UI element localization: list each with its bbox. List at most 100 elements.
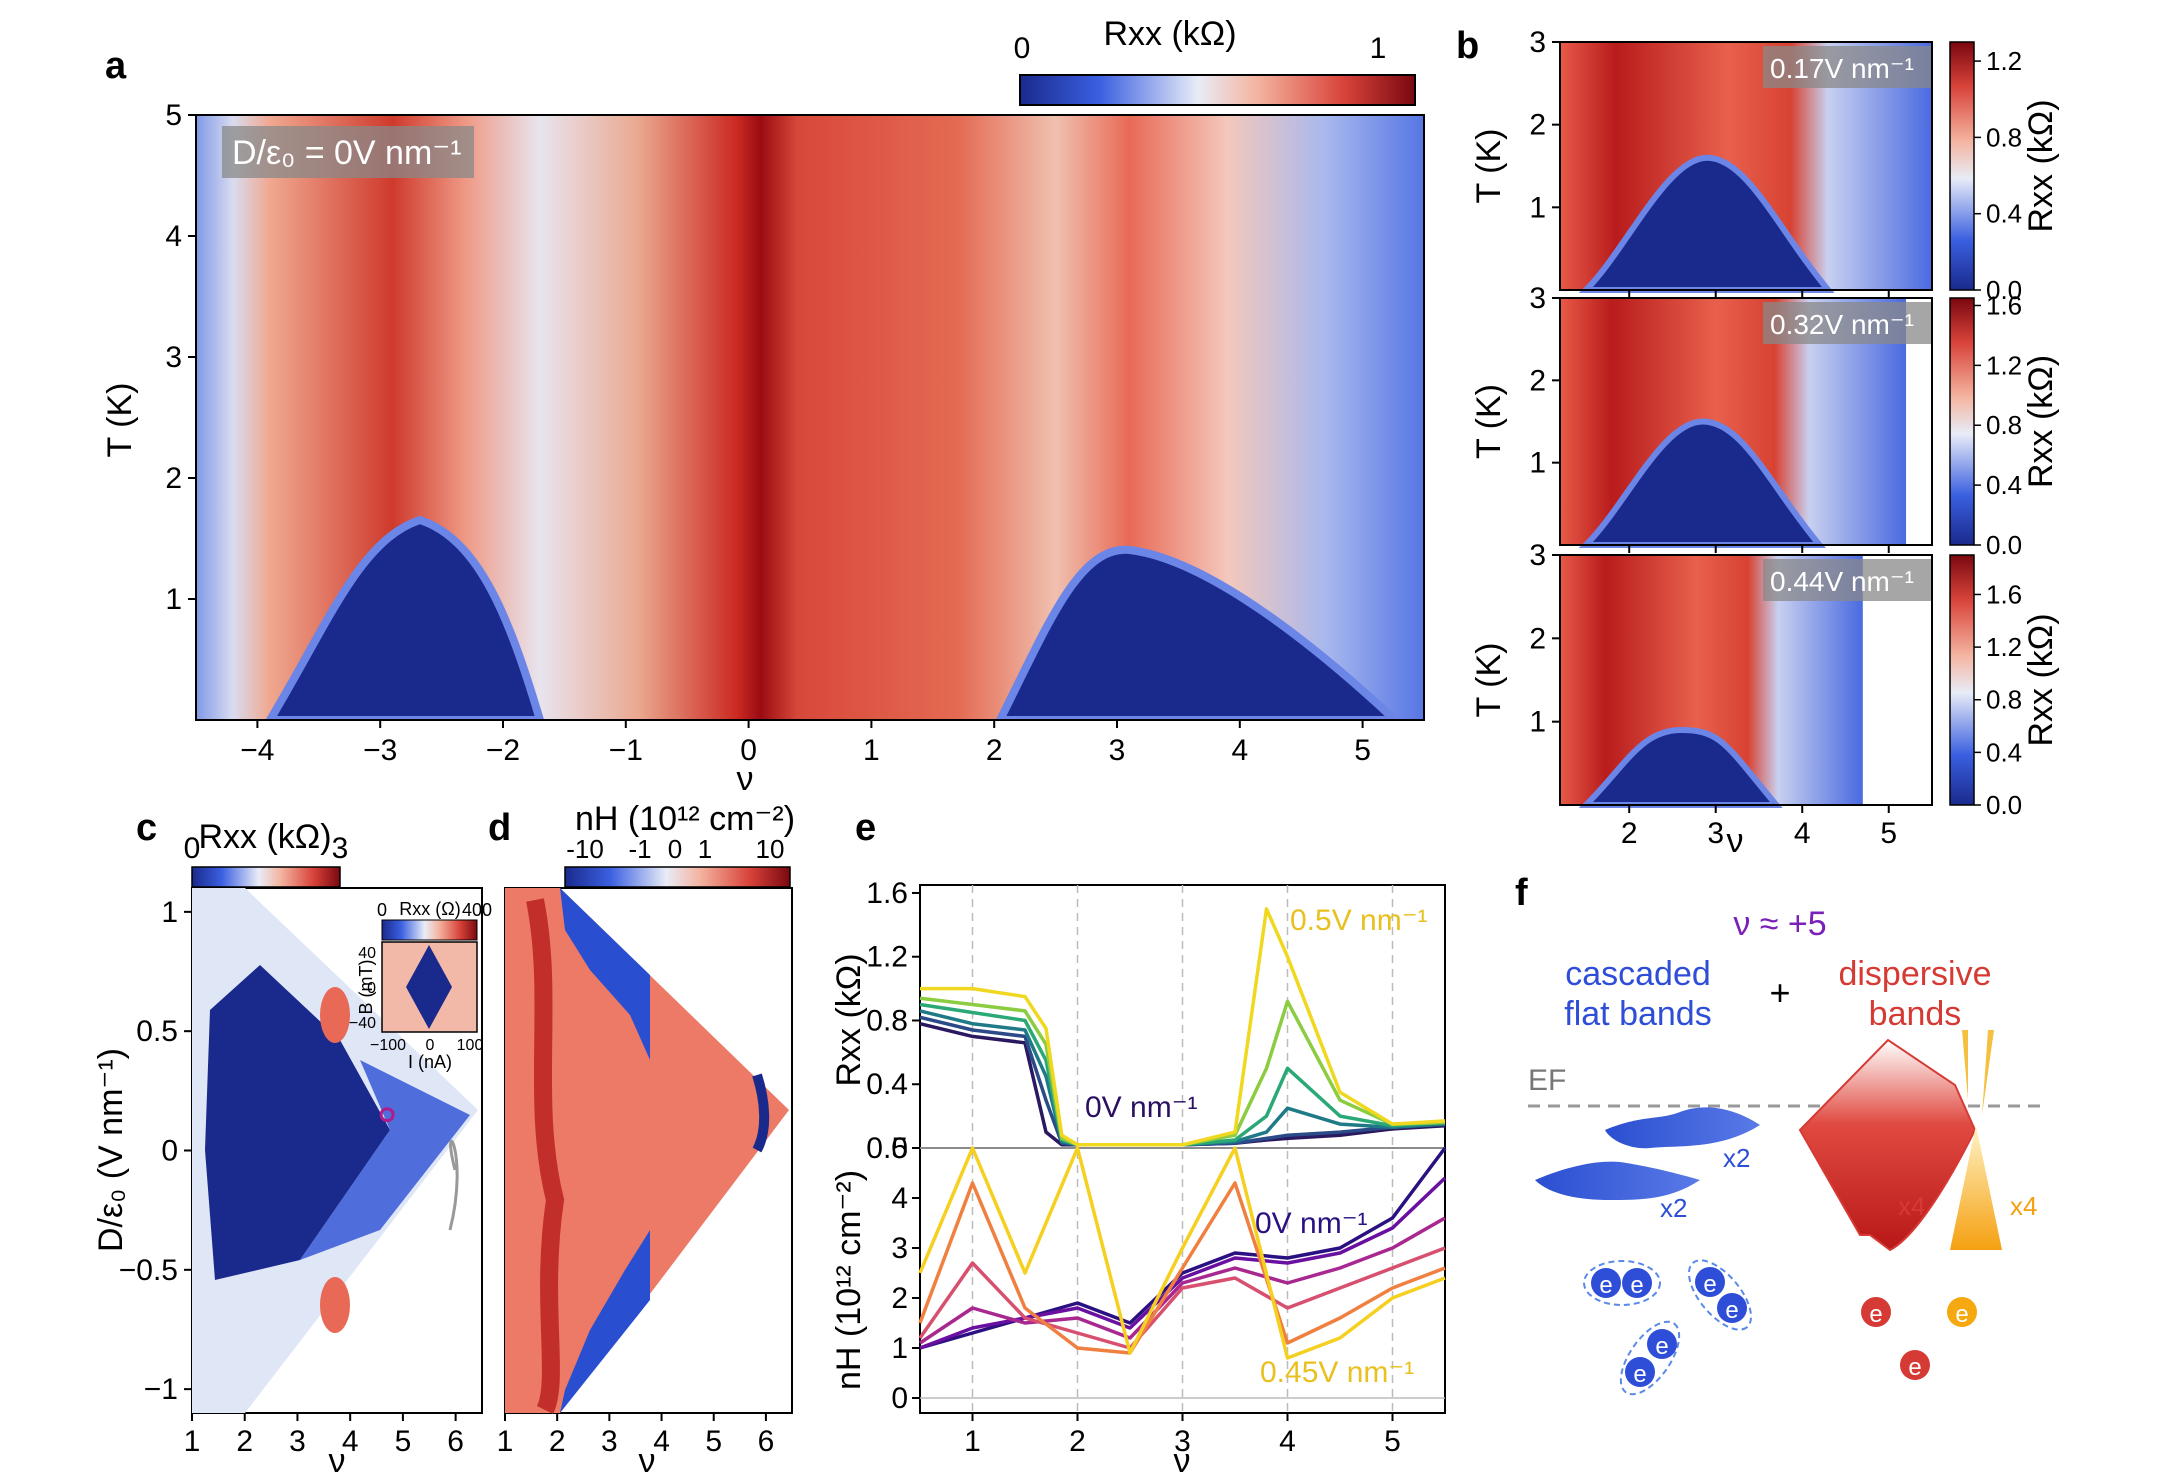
ytick-label-b: 3 bbox=[1529, 282, 1546, 315]
colorbar-a: Rxx (kΩ) 0 1 bbox=[1014, 15, 1416, 106]
colorbar-b-tick-label: 0.8 bbox=[1986, 410, 2022, 440]
electron-label: e bbox=[1633, 1361, 1646, 1388]
xtick-label: 6 bbox=[758, 1425, 775, 1458]
xtick-label: 4 bbox=[653, 1425, 670, 1458]
label-b-2: 0.44V nm⁻¹ bbox=[1770, 566, 1914, 597]
colorbar-b-tick-label: 0.8 bbox=[1986, 685, 2022, 715]
colorbar-b-tick-label: 1.2 bbox=[1986, 46, 2022, 76]
electron-label: e bbox=[1655, 1333, 1668, 1360]
inset-ytick-1: 0 bbox=[367, 980, 376, 997]
ylabel-a: T (K) bbox=[101, 383, 139, 458]
ytick-label-b: 2 bbox=[1529, 622, 1546, 655]
panel-label-a: a bbox=[105, 45, 127, 87]
inset-xtick-2: 100 bbox=[457, 1037, 484, 1054]
heatmap-c-red-spot-bottom bbox=[320, 1277, 350, 1333]
cooper-pair-ring bbox=[1619, 1320, 1681, 1396]
flat-band-lower bbox=[1535, 1161, 1700, 1200]
xtick-label: 2 bbox=[549, 1425, 566, 1458]
ytick-label-a: 3 bbox=[165, 341, 182, 374]
label-box-b-1 bbox=[1763, 302, 1931, 344]
colorbar-b-tick-label: 0.0 bbox=[1986, 530, 2022, 560]
cooper-pair-1: e e bbox=[1583, 1260, 1661, 1306]
colorbar-d-bar bbox=[564, 866, 791, 888]
panel-a-heatmap: D/ε₀ = 0V nm⁻¹ −4 −3 −2 −1 0 1 2 3 4 5 1 2 3 4 5 T (K)… bbox=[101, 99, 1425, 798]
ytick-label-a: 2 bbox=[165, 462, 182, 495]
xtick-label-a: 4 bbox=[1231, 734, 1248, 767]
sc-dome-b-1 bbox=[1578, 418, 1826, 548]
electron-blue bbox=[1717, 1293, 1747, 1323]
heatmap-c-sc-region bbox=[205, 965, 390, 1280]
xtick-label: 4 bbox=[342, 1425, 359, 1458]
annot-e-bottom-low: 0V nm⁻¹ bbox=[1255, 1207, 1368, 1240]
ytick-label-b: 2 bbox=[1529, 364, 1546, 397]
colorbar-b-1 bbox=[1949, 297, 1975, 546]
ytick-label-b: 3 bbox=[1529, 26, 1546, 59]
panel-label-b: b bbox=[1456, 25, 1479, 67]
colorbar-d-tick-label: 1 bbox=[698, 834, 712, 864]
ytick-label-e-bottom: 2 bbox=[891, 1282, 908, 1315]
axes-c: 1 2 3 4 5 6 −1 −0.5 0 0.5 1 bbox=[119, 896, 464, 1458]
marker-c bbox=[379, 1107, 395, 1123]
annot-e-top-low: 0V nm⁻¹ bbox=[1085, 1091, 1198, 1124]
colorbar-b-tick-label: 0.4 bbox=[1986, 737, 2022, 767]
f-mult-dirac: x4 bbox=[2010, 1191, 2037, 1221]
grid-e bbox=[920, 885, 1445, 1413]
inset-colorbar-tick-1: 400 bbox=[462, 900, 492, 920]
colorbar-b-tick-label: 0.0 bbox=[1986, 275, 2022, 305]
panel-label-f: f bbox=[1515, 872, 1528, 914]
heatmap-c-blue-wing bbox=[300, 1060, 470, 1260]
colorbar-b-label-2: Rxx (kΩ) bbox=[2022, 613, 2060, 746]
heatmap-d-blue-bottom bbox=[560, 1230, 650, 1413]
cooper-pair-3: e e bbox=[1619, 1320, 1681, 1396]
ytick-label-b: 2 bbox=[1529, 109, 1546, 142]
electron-label: e bbox=[1599, 1272, 1612, 1299]
ytick-label: 0 bbox=[161, 1135, 178, 1168]
xtick-label-a: 5 bbox=[1354, 734, 1371, 767]
label-a: D/ε₀ = 0V nm⁻¹ bbox=[232, 134, 462, 172]
panel-label-d: d bbox=[488, 807, 511, 849]
frame-a bbox=[195, 114, 1425, 721]
ytick-label-a: 4 bbox=[165, 220, 182, 253]
label-box-b-2 bbox=[1763, 559, 1931, 601]
ytick-label-e-top: 1.6 bbox=[866, 877, 908, 910]
series-e-top-5 bbox=[920, 907, 1446, 1147]
xtick-label-a: 0 bbox=[740, 734, 757, 767]
colorbar-c-title: Rxx (kΩ) bbox=[198, 818, 331, 856]
label-b-1: 0.32V nm⁻¹ bbox=[1770, 309, 1914, 340]
panel-label-e: e bbox=[855, 807, 876, 849]
series-e-bottom-4 bbox=[918, 1181, 1446, 1355]
ytick-label-a: 1 bbox=[165, 583, 182, 616]
colorbar-b-tick-label: 0.8 bbox=[1986, 122, 2022, 152]
colorbar-b-tick-label: 1.2 bbox=[1986, 350, 2022, 380]
ytick-label: 1 bbox=[161, 896, 178, 929]
electron-blue bbox=[1591, 1268, 1621, 1298]
xtick-label: 1 bbox=[497, 1425, 514, 1458]
ytick-label-e-bottom: 4 bbox=[891, 1182, 908, 1215]
series-e-bottom-3 bbox=[918, 1246, 1446, 1350]
heatmap-c-grey-trace bbox=[448, 1139, 459, 1231]
ytick-label-e-top: 0.8 bbox=[866, 1004, 908, 1037]
xtick-label-e: 1 bbox=[964, 1425, 981, 1458]
electron-label: e bbox=[1630, 1272, 1643, 1299]
frame-b-1 bbox=[1559, 297, 1933, 546]
ylabel-b-2: T (K) bbox=[1470, 643, 1508, 718]
xtick-label: 3 bbox=[601, 1425, 618, 1458]
xtick-label-e: 5 bbox=[1384, 1425, 1401, 1458]
sc-dome-right bbox=[995, 545, 1401, 720]
f-flat-label-2: flat bands bbox=[1564, 995, 1711, 1033]
label-b-0: 0.17V nm⁻¹ bbox=[1770, 53, 1914, 84]
dispersive-band bbox=[1798, 1038, 1977, 1252]
heatmap-d-red-ridge bbox=[526, 898, 565, 1415]
colorbar-b-tick-label: 1.6 bbox=[1986, 290, 2022, 320]
cooper-pair-2: e e bbox=[1687, 1259, 1753, 1331]
electron-label: e bbox=[1703, 1271, 1716, 1298]
inset-ytick-2: −40 bbox=[349, 1015, 376, 1032]
inset-xtick-1: 0 bbox=[426, 1037, 435, 1054]
dirac-cone-upper bbox=[1962, 1030, 1994, 1115]
sc-dome-b-2 bbox=[1578, 726, 1783, 808]
heatmap-d-blue-edge bbox=[752, 1073, 770, 1153]
ytick-label-b: 1 bbox=[1529, 706, 1546, 739]
